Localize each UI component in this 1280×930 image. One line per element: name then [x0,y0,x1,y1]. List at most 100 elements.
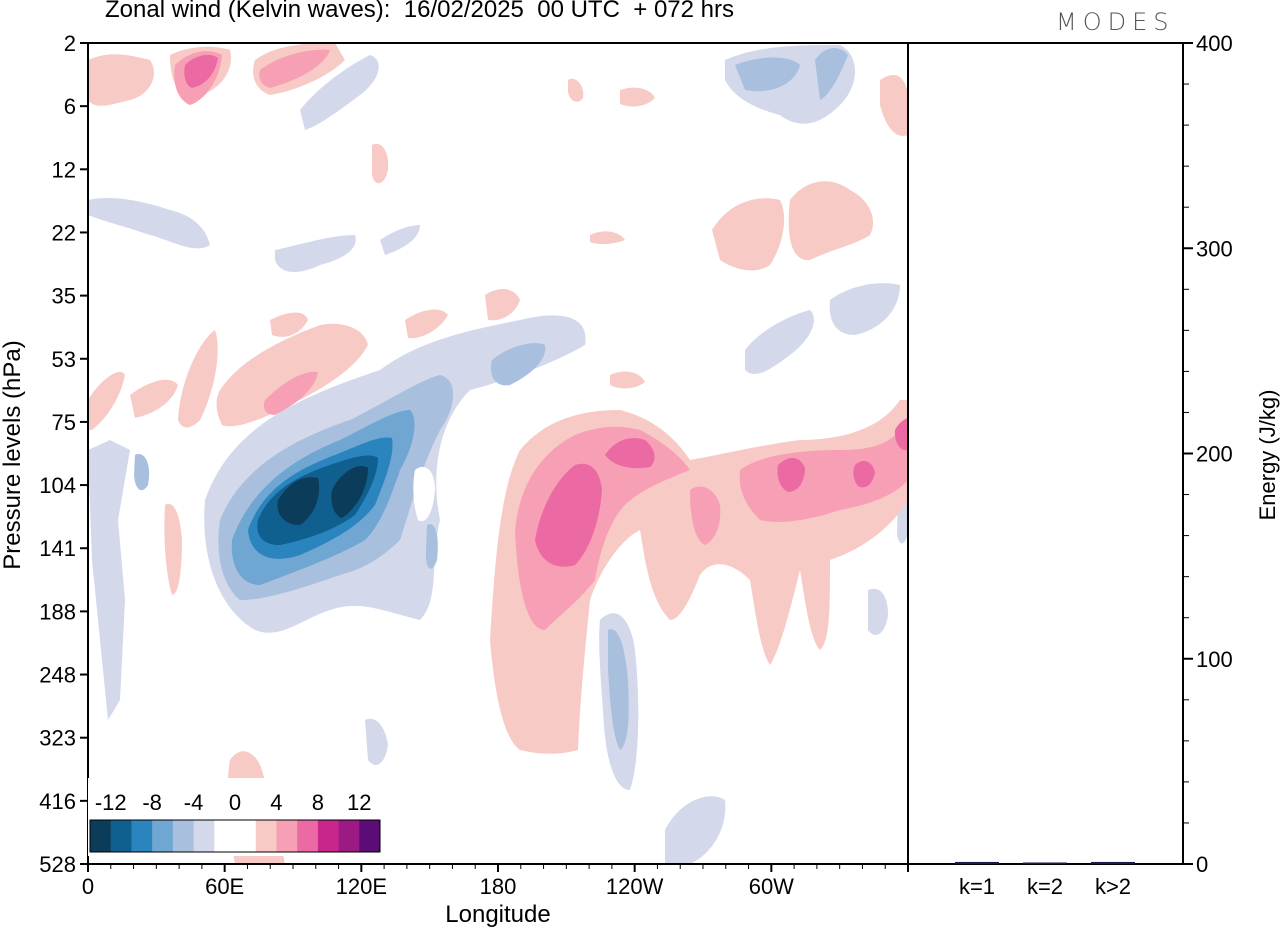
contour-pos-light [712,198,785,271]
y-tick-label: 2 [64,31,76,56]
x-tick-label: 60W [749,874,794,899]
contour-neg-light [665,796,726,864]
colorbar: -12 -8 -4 0 4 8 12 [88,778,382,856]
contour-pos-light [880,75,908,136]
contour-pos-light [485,288,520,321]
y-tick-label: 6 [64,94,76,119]
pressure-axis: 2 6 12 22 35 53 75 104 141 188 248 323 416 528 [39,31,88,877]
contour-pos-strong [605,438,655,469]
colorbar-swatch [110,820,132,852]
y-tick-label: 22 [52,220,76,245]
contour-neg-light [868,588,888,635]
heatmap-field [88,43,908,864]
energy-bars: k=1 k=2 k>2 [955,861,1135,899]
longitude-axis: 0 60E 120E 180 120W 60W [82,864,909,899]
contour-neg-mid [134,454,150,491]
colorbar-swatch [131,820,153,852]
energy-axis-label: Energy (J/kg) [1255,390,1280,521]
chart-title: Zonal wind (Kelvin waves): 16/02/2025 00… [105,0,734,23]
contour-pos-strong [535,463,602,567]
contour-pos-light [405,309,448,339]
colorbar-frame [89,819,381,853]
contour-neg-light [365,718,388,765]
colorbar-label: -8 [142,790,162,815]
y-tick-label: 141 [39,536,76,561]
contour-pos-strong [777,457,805,492]
contour-neg-deep [331,466,368,518]
contour-zero [453,410,480,447]
contour-pos-light [788,181,874,261]
contour-pos-light [88,371,125,430]
colorbar-swatch [172,820,195,852]
y-tick-label: 12 [52,157,76,182]
colorbar-swatch [152,820,174,852]
contour-neg-mid [735,57,800,92]
energy-tick-label: 200 [1196,442,1233,467]
contour-neg-mid [815,48,848,100]
modes-logo: MODES [1056,8,1175,36]
y-tick-label: 528 [39,852,76,877]
colorbar-label: -12 [95,790,127,815]
contour-neg-light [745,310,814,375]
energy-tick-label: 100 [1196,647,1233,672]
contour-pos-light [164,503,182,595]
x-tick-label: 120W [606,874,664,899]
colorbar-swatch [214,820,236,852]
y-tick-label: 104 [39,473,76,498]
x-tick-label: 0 [82,874,94,899]
energy-bar [955,861,999,864]
colorbar-swatch [317,820,340,852]
x-tick-label: 60E [205,874,244,899]
colorbar-swatch [338,820,360,852]
colorbar-swatch [359,820,381,852]
energy-axis: 0 100 200 300 400 [1183,31,1233,877]
y-tick-label: 188 [39,599,76,624]
contour-neg-light [300,55,379,130]
y-tick-label: 53 [52,347,76,372]
contour-neg-light [88,440,130,720]
y-tick-label: 75 [52,410,76,435]
contour-pos-light [372,143,389,184]
colorbar-swatch [276,820,298,852]
contour-pos-mid [690,486,721,545]
x-axis-label: Longitude [445,901,550,928]
contour-pos-light [130,379,178,418]
energy-bar [1023,862,1067,864]
x-tick-label: 180 [480,874,517,899]
contour-pos-light [590,231,625,245]
y-tick-label: 35 [52,284,76,309]
colorbar-swatch [235,820,257,852]
contour-pos-mid [739,420,908,522]
energy-tick-label: 0 [1196,852,1208,877]
colorbar-label: -4 [184,790,204,815]
contour-pos-strong [184,54,218,88]
contour-neg-light [275,235,356,272]
energy-category-label: k=2 [1027,874,1063,899]
contour-pos-mid [263,371,318,415]
contour-neg-light [88,198,210,249]
energy-category-label: k=1 [959,874,995,899]
contour-pos-light [88,54,154,106]
energy-tick-label: 400 [1196,31,1233,56]
contour-pos-mid [259,49,330,88]
y-tick-label: 323 [39,726,76,751]
energy-tick-label: 300 [1196,236,1233,261]
colorbar-label: 12 [347,790,371,815]
contour-pos-mid [515,426,690,630]
contour-neg-light [380,225,420,255]
contour-pos-light [270,312,308,337]
colorbar-label: 4 [270,790,282,815]
contour-pos-light [620,87,655,107]
colorbar-label: 0 [229,790,241,815]
energy-bar [1091,861,1135,864]
contour-pos-strong [894,418,908,451]
contour-zero [413,466,435,522]
contour-pos-light [610,371,645,389]
contour-neg-mid [608,629,629,750]
y-axis-label: Pressure levels (hPa) [0,340,26,569]
contour-neg-light [829,283,900,335]
energy-category-label: k>2 [1095,874,1131,899]
colorbar-swatch [90,820,112,852]
energy-frame [907,42,1184,865]
